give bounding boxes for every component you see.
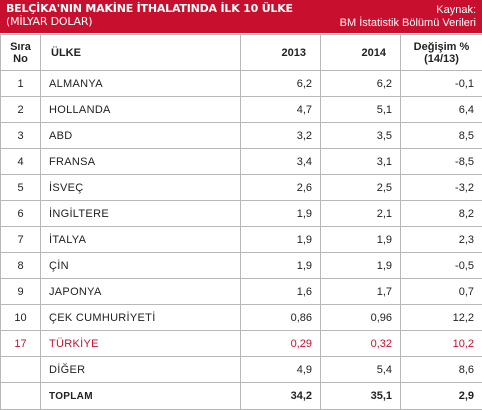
- value-2014-cell: 3,5: [321, 123, 401, 149]
- value-2013-cell: 1,9: [241, 253, 321, 279]
- value-2014-cell: 6,2: [321, 71, 401, 97]
- change-cell: 8,5: [401, 123, 482, 149]
- country-cell: ÇİN: [41, 253, 241, 279]
- value-2014-cell: 35,1: [321, 383, 401, 410]
- value-2013-cell: 1,9: [241, 201, 321, 227]
- value-2014-cell: 2,5: [321, 175, 401, 201]
- change-cell: 2,9: [401, 383, 482, 410]
- value-2013-cell: 0,29: [241, 331, 321, 357]
- value-2014-cell: 1,9: [321, 227, 401, 253]
- value-2014-cell: 3,1: [321, 149, 401, 175]
- change-cell: -0,5: [401, 253, 482, 279]
- country-cell: İNGİLTERE: [41, 201, 241, 227]
- rank-cell: 1: [1, 71, 41, 97]
- country-cell: ÇEK CUMHURİYETİ: [41, 305, 241, 331]
- import-table: Sıra No ÜLKE 2013 2014 Değişim % (14/13)…: [0, 34, 482, 410]
- change-cell: 2,3: [401, 227, 482, 253]
- source-value: BM İstatistik Bölümü Verileri: [340, 17, 476, 30]
- country-cell: HOLLANDA: [41, 97, 241, 123]
- value-2014-cell: 0,32: [321, 331, 401, 357]
- country-cell: DİĞER: [41, 357, 241, 383]
- country-cell: FRANSA: [41, 149, 241, 175]
- change-cell: 10,2: [401, 331, 482, 357]
- value-2013-cell: 4,9: [241, 357, 321, 383]
- country-cell: İSVEÇ: [41, 175, 241, 201]
- source-label: Kaynak:: [340, 4, 476, 17]
- change-cell: 6,4: [401, 97, 482, 123]
- rank-cell: 8: [1, 253, 41, 279]
- change-cell: 8,6: [401, 357, 482, 383]
- change-cell: -8,5: [401, 149, 482, 175]
- rank-cell: 3: [1, 123, 41, 149]
- table-subtitle: (MİLYAR DOLAR): [6, 15, 92, 28]
- value-2013-cell: 1,6: [241, 279, 321, 305]
- change-cell: 8,2: [401, 201, 482, 227]
- rank-cell: [1, 383, 41, 410]
- rank-cell: 4: [1, 149, 41, 175]
- column-header-change-line2: (14/13): [424, 53, 459, 65]
- value-2013-cell: 2,6: [241, 175, 321, 201]
- value-2014-cell: 1,9: [321, 253, 401, 279]
- value-2014-cell: 1,7: [321, 279, 401, 305]
- column-header-rank-line1: Sıra: [10, 41, 31, 53]
- country-cell: JAPONYA: [41, 279, 241, 305]
- value-2013-cell: 6,2: [241, 71, 321, 97]
- value-2013-cell: 3,4: [241, 149, 321, 175]
- country-cell: TÜRKİYE: [41, 331, 241, 357]
- header-row: Sıra No ÜLKE 2013 2014 Değişim % (14/13): [1, 35, 482, 71]
- country-cell: TOPLAM: [41, 383, 241, 410]
- table-header-bar: BELÇİKA'NIN MAKİNE İTHALATINDA İLK 10 ÜL…: [0, 0, 482, 33]
- column-header-rank-line2: No: [13, 53, 28, 65]
- value-2014-cell: 2,1: [321, 201, 401, 227]
- table-title: BELÇİKA'NIN MAKİNE İTHALATINDA İLK 10 ÜL…: [6, 2, 293, 15]
- country-cell: ABD: [41, 123, 241, 149]
- rank-cell: 7: [1, 227, 41, 253]
- rank-cell: 10: [1, 305, 41, 331]
- country-cell: ALMANYA: [41, 71, 241, 97]
- column-header-change-line1: Değişim %: [414, 41, 470, 53]
- value-2013-cell: 3,2: [241, 123, 321, 149]
- change-cell: 0,7: [401, 279, 482, 305]
- value-2013-cell: 0,86: [241, 305, 321, 331]
- column-header-2013: 2013: [241, 35, 321, 71]
- rank-cell: 6: [1, 201, 41, 227]
- column-header-rank: Sıra No: [1, 35, 41, 71]
- change-cell: -0,1: [401, 71, 482, 97]
- change-cell: 12,2: [401, 305, 482, 331]
- column-header-country: ÜLKE: [41, 35, 241, 71]
- value-2014-cell: 5,4: [321, 357, 401, 383]
- rank-cell: [1, 357, 41, 383]
- change-cell: -3,2: [401, 175, 482, 201]
- rank-cell: 2: [1, 97, 41, 123]
- rank-cell: 17: [1, 331, 41, 357]
- rank-cell: 9: [1, 279, 41, 305]
- column-header-2014: 2014: [321, 35, 401, 71]
- value-2013-cell: 1,9: [241, 227, 321, 253]
- value-2014-cell: 5,1: [321, 97, 401, 123]
- rank-cell: 5: [1, 175, 41, 201]
- value-2013-cell: 4,7: [241, 97, 321, 123]
- country-cell: İTALYA: [41, 227, 241, 253]
- source-note: Kaynak: BM İstatistik Bölümü Verileri: [340, 4, 476, 30]
- value-2013-cell: 34,2: [241, 383, 321, 410]
- value-2014-cell: 0,96: [321, 305, 401, 331]
- column-header-change: Değişim % (14/13): [401, 35, 482, 71]
